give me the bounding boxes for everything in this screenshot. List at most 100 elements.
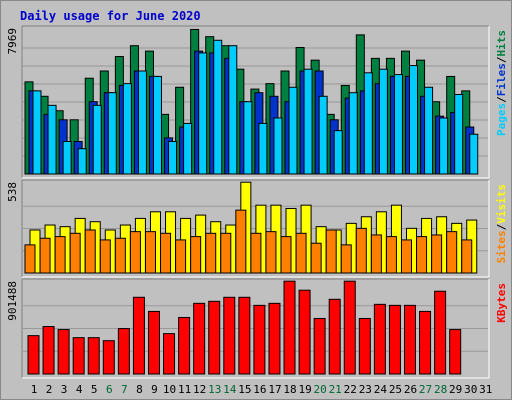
x-tick-label-day-20: 20 [314, 383, 327, 396]
x-tick-label-day-4: 4 [76, 383, 83, 396]
y-max-label-visits: 538 [6, 182, 19, 202]
x-tick-label-day-13: 13 [208, 383, 221, 396]
bar-visits-sites-day-3 [54, 236, 66, 274]
bar-kbytes-kbytes-day-2 [42, 326, 55, 375]
bar-hits-pages-day-20 [318, 95, 328, 175]
bar-kbytes-kbytes-day-10 [163, 333, 176, 375]
bar-visits-sites-day-20 [310, 242, 322, 274]
bar-kbytes-kbytes-day-14 [223, 296, 236, 375]
x-tick-label-day-8: 8 [136, 383, 143, 396]
x-tick-label-day-23: 23 [359, 383, 372, 396]
bar-hits-pages-day-13 [213, 39, 223, 175]
x-tick-label-day-18: 18 [283, 383, 296, 396]
bar-hits-pages-day-3 [62, 140, 72, 175]
bar-hits-pages-day-11 [183, 122, 193, 175]
bar-visits-sites-day-7 [114, 237, 126, 274]
bar-hits-pages-day-18 [288, 86, 298, 175]
bar-hits-pages-day-29 [454, 93, 464, 175]
series-label-hits: Pages/Files/Hits [495, 30, 508, 136]
bar-kbytes-kbytes-day-6 [102, 340, 115, 375]
x-tick-label-day-31: 31 [479, 383, 492, 396]
bar-visits-sites-day-26 [401, 239, 412, 274]
y-max-label-kbytes: 901488 [6, 281, 19, 321]
series-label-part: Hits [495, 30, 508, 57]
x-tick-label-day-11: 11 [178, 383, 191, 396]
bar-kbytes-kbytes-day-20 [313, 317, 326, 375]
x-tick-label-day-24: 24 [374, 383, 388, 396]
x-tick-label-day-1: 1 [31, 383, 38, 396]
bar-kbytes-kbytes-day-21 [328, 298, 341, 375]
bar-hits-pages-day-5 [92, 104, 102, 175]
bar-kbytes-kbytes-day-17 [268, 302, 281, 375]
chart-title: Daily usage for June 2020 [20, 9, 201, 23]
bar-visits-sites-day-23 [355, 227, 367, 274]
bar-hits-pages-day-15 [243, 101, 253, 175]
x-tick-label-day-21: 21 [329, 383, 342, 396]
x-tick-label-day-15: 15 [238, 383, 251, 396]
series-label-part: Pages [495, 103, 508, 136]
bar-hits-pages-day-7 [122, 83, 132, 175]
x-tick-label-day-2: 2 [46, 383, 53, 396]
bar-kbytes-kbytes-day-5 [87, 337, 100, 375]
bar-kbytes-kbytes-day-29 [449, 329, 462, 375]
x-tick-label-day-16: 16 [253, 383, 266, 396]
bar-hits-pages-day-30 [469, 133, 479, 175]
bar-visits-sites-day-29 [446, 231, 458, 274]
bar-visits-sites-day-21 [325, 229, 337, 274]
series-label-part: KBytes [495, 283, 508, 323]
x-tick-label-day-30: 30 [464, 383, 477, 396]
x-tick-label-day-26: 26 [404, 383, 417, 396]
bar-hits-pages-day-23 [363, 72, 373, 175]
bar-kbytes-kbytes-day-11 [178, 316, 191, 375]
x-tick-label-day-25: 25 [389, 383, 402, 396]
bar-visits-sites-day-1 [24, 244, 36, 274]
x-tick-label-day-29: 29 [449, 383, 462, 396]
bar-visits-sites-day-24 [370, 234, 382, 274]
series-label-part: Visits [495, 184, 508, 224]
bar-kbytes-kbytes-day-25 [388, 304, 401, 375]
bar-kbytes-kbytes-day-23 [358, 317, 371, 375]
bar-kbytes-kbytes-day-26 [404, 304, 416, 375]
bar-hits-pages-day-6 [107, 92, 117, 175]
x-tick-label-day-5: 5 [91, 383, 98, 396]
x-tick-label-day-19: 19 [298, 383, 311, 396]
y-max-label-hits: 7969 [6, 28, 19, 55]
bar-visits-sites-day-6 [99, 239, 111, 274]
bar-kbytes-kbytes-day-18 [283, 280, 296, 375]
bar-visits-sites-day-8 [129, 231, 141, 274]
bar-visits-sites-day-27 [416, 236, 428, 274]
bar-visits-sites-day-22 [340, 244, 352, 274]
bar-kbytes-kbytes-day-15 [238, 296, 251, 375]
bar-visits-sites-day-17 [265, 231, 277, 274]
bar-hits-pages-day-22 [348, 92, 358, 175]
x-tick-label-day-17: 17 [268, 383, 281, 396]
bar-visits-sites-day-5 [84, 229, 96, 274]
bar-kbytes-kbytes-day-19 [298, 289, 311, 375]
bar-visits-sites-day-2 [39, 237, 51, 274]
bar-kbytes-kbytes-day-9 [147, 310, 160, 375]
x-tick-label-day-14: 14 [223, 383, 237, 396]
bar-hits-pages-day-25 [393, 74, 403, 175]
series-label-kbytes: KBytes [495, 283, 508, 323]
bar-hits-pages-day-19 [303, 68, 313, 175]
bar-visits-sites-day-15 [235, 209, 247, 274]
series-label-part: Sites [495, 230, 508, 263]
series-label-part: Files [495, 63, 508, 96]
bar-hits-pages-day-16 [258, 122, 268, 175]
bar-hits-pages-day-28 [439, 117, 449, 175]
bar-visits-sites-day-25 [385, 236, 397, 274]
bar-hits-pages-day-27 [424, 86, 434, 175]
bar-visits-sites-day-19 [295, 232, 307, 274]
bar-kbytes-kbytes-day-8 [132, 296, 145, 375]
bar-hits-pages-day-9 [152, 75, 162, 175]
bar-hits-pages-day-8 [137, 70, 147, 175]
bar-kbytes-kbytes-day-24 [373, 303, 386, 375]
bar-kbytes-kbytes-day-13 [208, 300, 221, 375]
bar-kbytes-kbytes-day-16 [253, 304, 266, 375]
series-label-separator: / [495, 56, 508, 63]
bar-kbytes-kbytes-day-3 [57, 329, 70, 375]
bar-visits-sites-day-16 [250, 232, 262, 274]
bar-kbytes-kbytes-day-27 [419, 310, 432, 375]
x-tick-label-day-27: 27 [419, 383, 432, 396]
